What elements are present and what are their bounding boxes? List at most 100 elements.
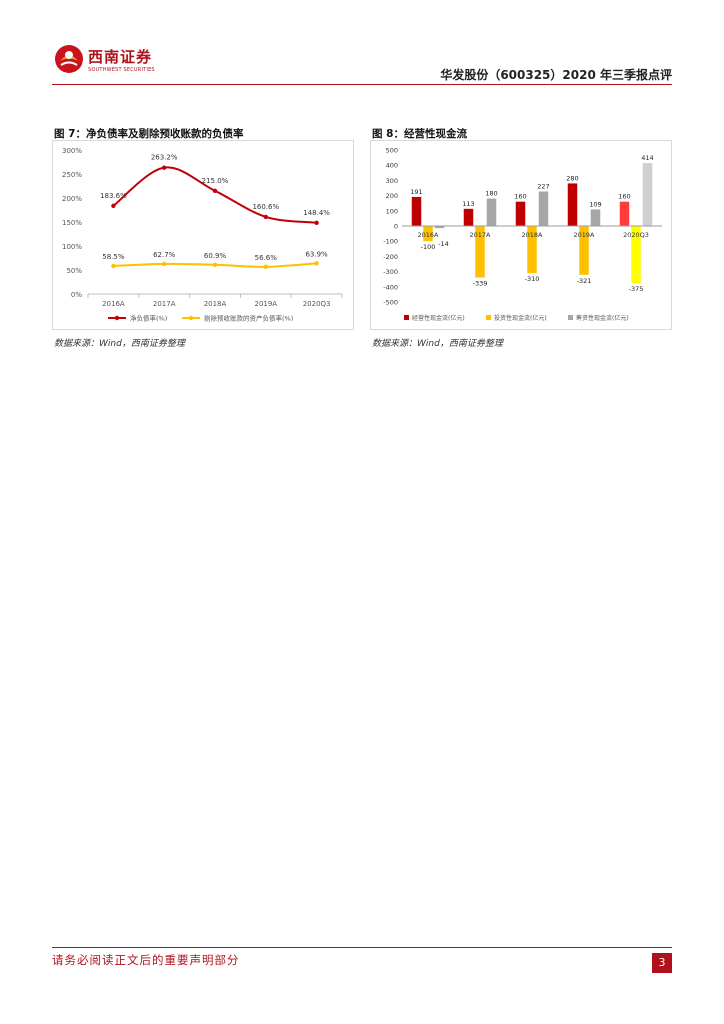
bar [567, 183, 578, 226]
x-tick-label: 2017A [153, 300, 176, 308]
bar-value-label: -310 [525, 275, 540, 283]
bar-value-label: 109 [589, 200, 601, 208]
data-point [263, 214, 268, 220]
chart-frame [370, 140, 672, 330]
data-point [212, 262, 218, 267]
legend-swatch [404, 315, 409, 320]
y-tick-label: -500 [383, 299, 398, 307]
x-tick-label: 2018A [204, 300, 227, 308]
legend-label: 净负债率(%) [130, 314, 167, 323]
page-number: 3 [652, 953, 672, 973]
bar-value-label: 113 [462, 200, 474, 208]
report-title: 华发股份（600325）2020 年三季报点评 [440, 68, 672, 82]
bar [642, 163, 653, 226]
bar [411, 196, 422, 226]
figure-7-source: 数据来源：Wind，西南证券整理 [54, 339, 185, 349]
bar [619, 201, 630, 226]
bar [579, 226, 589, 275]
legend-marker [114, 315, 120, 321]
legend-label: 筹资性现金流(亿元) [576, 314, 629, 322]
data-point [212, 188, 218, 193]
bar [590, 209, 601, 226]
data-point [111, 203, 116, 209]
data-point [162, 165, 167, 170]
figure-8-source: 数据来源：Wind，西南证券整理 [372, 339, 503, 349]
bar-value-label: 414 [641, 154, 653, 162]
logo-english-name: SOUTHWEST SECURITIES [88, 67, 155, 73]
bar [631, 226, 641, 283]
y-tick-label: -400 [383, 283, 398, 291]
x-tick-label: 2019A [574, 231, 596, 239]
x-tick-label: 2020Q3 [623, 231, 649, 239]
y-tick-label: -200 [383, 253, 398, 261]
bar [515, 201, 526, 226]
data-label: 148.4% [303, 209, 330, 217]
data-label: 60.9% [204, 252, 227, 260]
figure-7-line-chart: 0% 50% 100% 150% 200% 250% 300% 2016A 2017A 2018A… [52, 140, 354, 330]
bar-value-label: -100 [421, 243, 436, 251]
data-label: 263.2% [151, 154, 178, 162]
legend-label: 投资性现金流(亿元) [494, 314, 547, 322]
data-label: 56.6% [255, 254, 278, 262]
bar [423, 226, 433, 242]
bar [486, 198, 497, 226]
company-logo [55, 45, 83, 73]
bar-value-label: -339 [473, 280, 488, 288]
data-point [111, 263, 116, 269]
legend-label: 经营性现金流(亿元) [412, 314, 465, 322]
data-label: 215.0% [202, 177, 229, 185]
data-point [162, 261, 167, 267]
legend-swatch [568, 315, 573, 320]
y-tick-label: 300% [62, 147, 82, 155]
y-tick-label: 400 [386, 162, 398, 170]
bar [538, 191, 549, 226]
data-label: 160.6% [252, 203, 279, 211]
bar-value-label: 280 [566, 174, 578, 182]
figure-7-title: 图 7：净负债率及剔除预收账款的负债率 [54, 128, 244, 140]
bar-value-label: 180 [485, 190, 497, 198]
y-tick-label: 150% [62, 219, 82, 227]
data-label: 183.6% [100, 192, 127, 200]
bar-value-label: 160 [618, 193, 630, 201]
bar [475, 226, 485, 278]
header-divider [52, 84, 672, 85]
bar-value-label: 160 [514, 193, 526, 201]
data-point [314, 220, 319, 225]
figure-8-bar-chart: -500 -400 -300 -200 -100 0 100 200 300 400 500 191 -… [370, 140, 672, 330]
data-label: 63.9% [305, 250, 328, 258]
y-tick-label: -100 [383, 238, 398, 246]
x-tick-label: 2018A [522, 231, 544, 239]
bar-value-label: -375 [629, 285, 644, 293]
legend-label: 剔除预收账款的资产负债率(%) [204, 314, 293, 323]
data-point [263, 264, 268, 270]
x-tick-label: 2016A [102, 300, 125, 308]
y-tick-label: 50% [66, 267, 82, 275]
y-tick-label: 200 [386, 192, 398, 200]
legend-swatch [486, 315, 491, 320]
bar [463, 208, 474, 226]
y-tick-label: -300 [383, 268, 398, 276]
bar-value-label: -321 [577, 277, 592, 285]
y-tick-label: 0 [394, 223, 398, 231]
footer-notice: 请务必阅读正文后的重要声明部分 [52, 953, 240, 967]
chart-frame [52, 140, 354, 330]
x-tick-label: 2017A [470, 231, 492, 239]
bar-value-label: 191 [410, 188, 422, 196]
data-label: 58.5% [102, 253, 125, 261]
y-tick-label: 0% [71, 291, 82, 299]
x-tick-label: 2019A [254, 300, 277, 308]
x-tick-label: 2016A [418, 231, 440, 239]
y-tick-label: 100 [386, 207, 398, 215]
figure-8-title: 图 8：经营性现金流 [372, 128, 467, 140]
footer-divider [52, 947, 672, 948]
series-line-1 [112, 166, 317, 224]
y-tick-label: 200% [62, 195, 82, 203]
y-tick-label: 500 [386, 147, 398, 155]
data-point [314, 261, 319, 266]
y-tick-label: 100% [62, 243, 82, 251]
y-tick-label: 300 [386, 177, 398, 185]
y-tick-label: 250% [62, 171, 82, 179]
x-tick-label: 2020Q3 [303, 300, 331, 308]
legend-marker [188, 315, 194, 321]
bar-value-label: 227 [537, 182, 549, 190]
